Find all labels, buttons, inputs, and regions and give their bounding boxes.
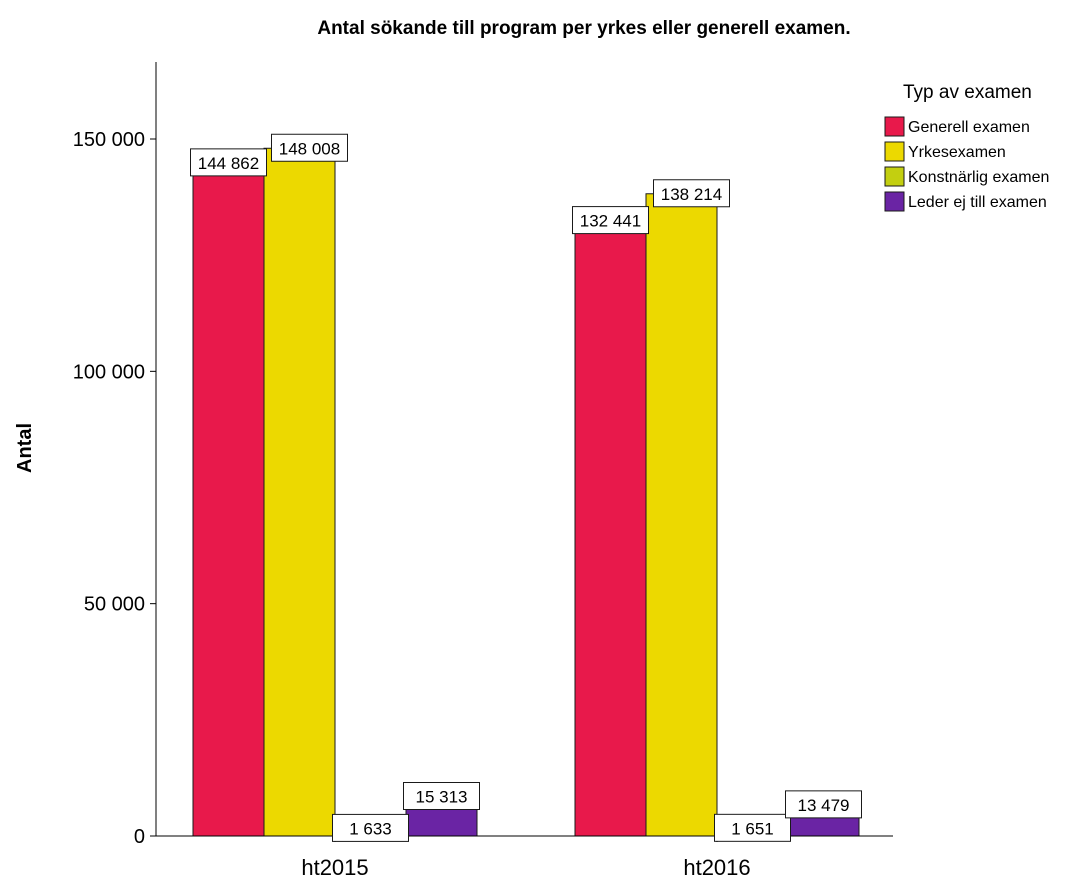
x-tick-label: ht2016: [683, 855, 750, 880]
legend-swatch: [885, 117, 904, 136]
y-tick-label: 150 000: [73, 129, 145, 151]
legend-swatch: [885, 142, 904, 161]
legend-item-label: Generell examen: [908, 119, 1030, 136]
data-label-ht2015-4: 15 313: [404, 783, 480, 810]
bar-ht2015-1: [193, 163, 264, 836]
y-tick-label: 50 000: [84, 594, 145, 616]
data-label-value: 138 214: [661, 185, 722, 204]
data-label-value: 1 633: [349, 819, 392, 838]
chart-title: Antal sökande till program per yrkes ell…: [317, 18, 850, 39]
data-label-ht2015-1: 144 862: [191, 149, 267, 176]
y-tick-label: 100 000: [73, 361, 145, 383]
bar-ht2015-2: [264, 148, 335, 836]
data-label-ht2015-2: 148 008: [272, 134, 348, 161]
bars-layer: [193, 148, 859, 836]
data-label-ht2016-2: 138 214: [654, 180, 730, 207]
data-label-value: 144 862: [198, 154, 259, 173]
data-label-ht2016-4: 13 479: [786, 791, 862, 818]
data-label-value: 148 008: [279, 139, 340, 158]
data-label-ht2016-3: 1 651: [715, 814, 791, 841]
data-label-value: 13 479: [798, 796, 850, 815]
legend-item-label: Konstnärlig examen: [908, 169, 1049, 186]
data-label-ht2015-3: 1 633: [333, 814, 409, 841]
legend-item-label: Leder ej till examen: [908, 194, 1047, 211]
bar-ht2016-2: [646, 194, 717, 836]
legend: Typ av examen Generell examen Yrkesexamen…: [885, 82, 1049, 211]
bar-ht2016-1: [575, 221, 646, 836]
legend-title: Typ av examen: [903, 82, 1032, 103]
y-axis-label: Antal: [14, 423, 36, 473]
legend-item-label: Yrkesexamen: [908, 144, 1006, 161]
data-label-value: 15 313: [416, 788, 468, 807]
legend-swatch: [885, 192, 904, 211]
y-tick-label: 0: [134, 826, 145, 848]
data-label-value: 1 651: [731, 819, 774, 838]
data-label-ht2016-1: 132 441: [573, 207, 649, 234]
data-label-value: 132 441: [580, 212, 641, 231]
legend-swatch: [885, 167, 904, 186]
x-tick-label: ht2015: [301, 855, 368, 880]
